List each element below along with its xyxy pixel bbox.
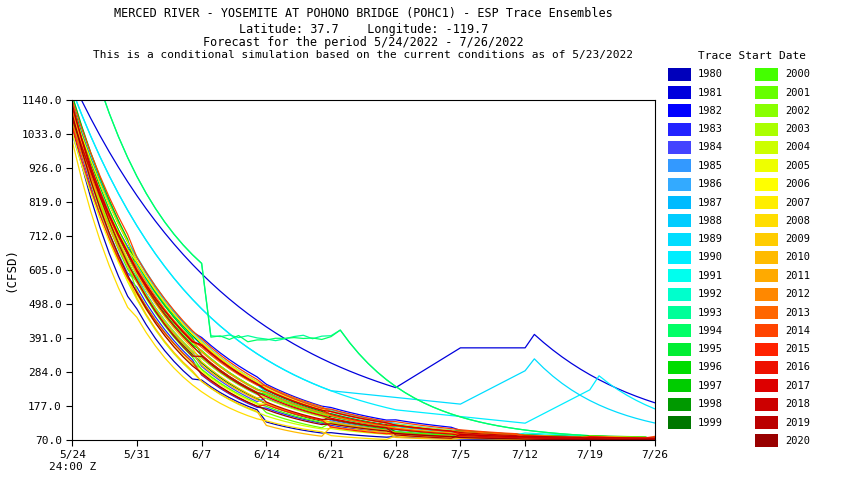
Bar — [668, 123, 691, 136]
Bar — [756, 104, 778, 117]
Bar — [756, 270, 778, 282]
Text: 1982: 1982 — [698, 106, 722, 116]
Text: 1987: 1987 — [698, 198, 722, 207]
Bar — [668, 398, 691, 410]
Bar — [668, 343, 691, 355]
Text: 1994: 1994 — [698, 326, 722, 336]
Text: 2000: 2000 — [785, 69, 810, 79]
Bar — [668, 288, 691, 300]
Text: 2016: 2016 — [785, 362, 810, 372]
Text: This is a conditional simulation based on the current conditions as of 5/23/2022: This is a conditional simulation based o… — [94, 50, 633, 60]
Bar — [756, 416, 778, 429]
Bar — [756, 380, 778, 392]
Text: 2020: 2020 — [785, 436, 810, 446]
Bar — [756, 178, 778, 190]
Text: 1989: 1989 — [698, 234, 722, 244]
Bar — [668, 178, 691, 190]
Bar — [756, 233, 778, 245]
Text: 2010: 2010 — [785, 252, 810, 262]
Bar — [756, 251, 778, 264]
Bar — [756, 288, 778, 300]
Bar — [756, 86, 778, 99]
Text: 2011: 2011 — [785, 271, 810, 281]
Bar — [756, 160, 778, 172]
Bar — [756, 324, 778, 337]
Text: 1998: 1998 — [698, 399, 722, 409]
Bar — [756, 141, 778, 154]
Bar — [668, 361, 691, 374]
Bar — [668, 251, 691, 264]
Text: 1985: 1985 — [698, 161, 722, 171]
Text: Forecast for the period 5/24/2022 - 7/26/2022: Forecast for the period 5/24/2022 - 7/26… — [203, 36, 524, 49]
Text: 1980: 1980 — [698, 69, 722, 79]
Text: 2013: 2013 — [785, 308, 810, 318]
Text: 2012: 2012 — [785, 289, 810, 299]
Bar — [756, 196, 778, 209]
Text: 1997: 1997 — [698, 381, 722, 391]
Bar — [756, 398, 778, 410]
Bar — [756, 68, 778, 80]
Text: 1992: 1992 — [698, 289, 722, 299]
Bar — [668, 380, 691, 392]
Text: 1999: 1999 — [698, 418, 722, 428]
Bar — [668, 416, 691, 429]
Text: 1993: 1993 — [698, 308, 722, 318]
Text: 2001: 2001 — [785, 88, 810, 98]
Text: 1984: 1984 — [698, 142, 722, 152]
Bar — [756, 434, 778, 447]
Bar — [668, 324, 691, 337]
Text: 1981: 1981 — [698, 88, 722, 98]
Text: 2002: 2002 — [785, 106, 810, 116]
Bar — [668, 160, 691, 172]
Text: 2004: 2004 — [785, 142, 810, 152]
Text: 2006: 2006 — [785, 179, 810, 189]
Text: 2005: 2005 — [785, 161, 810, 171]
Text: 2009: 2009 — [785, 234, 810, 244]
Text: 2008: 2008 — [785, 216, 810, 226]
Bar — [668, 233, 691, 245]
Text: Latitude: 37.7    Longitude: -119.7: Latitude: 37.7 Longitude: -119.7 — [239, 22, 488, 36]
Bar — [756, 214, 778, 227]
Text: 1995: 1995 — [698, 344, 722, 354]
Text: 2003: 2003 — [785, 124, 810, 134]
Text: 1996: 1996 — [698, 362, 722, 372]
Bar — [668, 141, 691, 154]
Bar — [756, 343, 778, 355]
Text: 1983: 1983 — [698, 124, 722, 134]
Bar — [668, 68, 691, 80]
Bar — [756, 123, 778, 136]
Bar — [668, 306, 691, 319]
Text: Trace Start Date: Trace Start Date — [698, 51, 806, 61]
Text: 2015: 2015 — [785, 344, 810, 354]
Text: 1986: 1986 — [698, 179, 722, 189]
Bar — [668, 270, 691, 282]
Bar — [668, 214, 691, 227]
Bar — [668, 86, 691, 99]
Text: 2014: 2014 — [785, 326, 810, 336]
Text: 2017: 2017 — [785, 381, 810, 391]
Text: 1988: 1988 — [698, 216, 722, 226]
Bar — [756, 361, 778, 374]
Text: 2019: 2019 — [785, 418, 810, 428]
Bar — [756, 306, 778, 319]
Bar — [668, 104, 691, 117]
Text: 1990: 1990 — [698, 252, 722, 262]
Text: MERCED RIVER - YOSEMITE AT POHONO BRIDGE (POHC1) - ESP Trace Ensembles: MERCED RIVER - YOSEMITE AT POHONO BRIDGE… — [114, 8, 613, 20]
Text: 2007: 2007 — [785, 198, 810, 207]
Text: 1991: 1991 — [698, 271, 722, 281]
Y-axis label: River Flow
(CFSD): River Flow (CFSD) — [0, 232, 17, 308]
Text: 2018: 2018 — [785, 399, 810, 409]
Bar — [668, 196, 691, 209]
